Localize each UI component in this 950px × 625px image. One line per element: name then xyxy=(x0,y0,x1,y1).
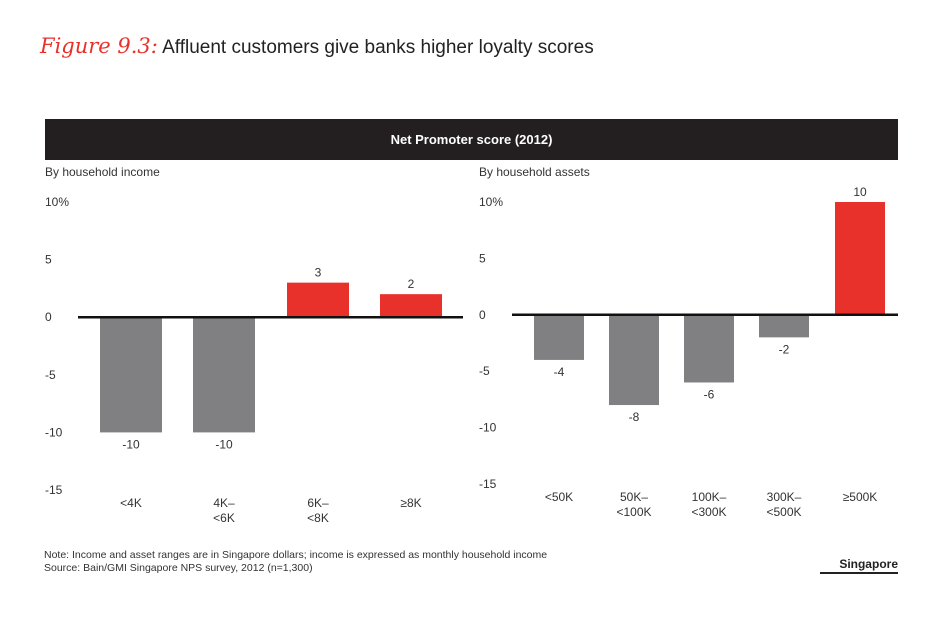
footnote-note: Note: Income and asset ranges are in Sin… xyxy=(44,549,548,561)
y-tick-label: 10% xyxy=(479,195,503,209)
category-label: <500K xyxy=(766,505,801,519)
category-label: 100K– xyxy=(692,490,727,504)
y-tick-label: -10 xyxy=(479,421,497,435)
category-label: <6K xyxy=(213,511,235,525)
data-label: 3 xyxy=(315,266,322,280)
y-tick-label: -10 xyxy=(45,425,63,439)
footnote-source: Source: Bain/GMI Singapore NPS survey, 2… xyxy=(44,562,313,574)
bar xyxy=(380,294,442,318)
data-label: -4 xyxy=(554,365,565,379)
data-label: -6 xyxy=(704,387,715,401)
bar xyxy=(609,314,659,406)
y-tick-label: 0 xyxy=(45,310,52,324)
y-tick-label: 10% xyxy=(45,195,69,209)
figure-number: Figure 9.3: xyxy=(40,34,158,58)
chart-header-label: Net Promoter score (2012) xyxy=(390,132,553,147)
data-label: -8 xyxy=(629,410,640,424)
y-tick-label: 5 xyxy=(45,253,52,267)
figure-title: Figure 9.3: Affluent customers give bank… xyxy=(40,34,594,59)
data-label: -10 xyxy=(122,437,140,451)
bar xyxy=(684,314,734,383)
data-label: -2 xyxy=(779,342,790,356)
y-tick-label: -15 xyxy=(45,483,63,497)
footnote: Note: Income and asset ranges are in Sin… xyxy=(44,549,547,575)
bar xyxy=(287,282,349,318)
y-tick-label: -5 xyxy=(45,368,56,382)
bar xyxy=(100,317,162,433)
bar xyxy=(534,314,584,360)
category-label: 300K– xyxy=(767,490,802,504)
chart-header-bar: Net Promoter score (2012) xyxy=(45,119,898,160)
data-label: 2 xyxy=(408,277,415,291)
region-badge: Singapore xyxy=(820,557,898,574)
data-label: 10 xyxy=(853,185,867,199)
category-label: <100K xyxy=(616,505,651,519)
panel-label: By household income xyxy=(45,165,160,179)
panel-label: By household assets xyxy=(479,165,590,179)
category-label: ≥8K xyxy=(400,496,421,510)
category-label: <300K xyxy=(691,505,726,519)
category-label: 4K– xyxy=(213,496,235,510)
data-label: -10 xyxy=(215,437,233,451)
y-tick-label: -15 xyxy=(479,477,497,491)
category-label: <50K xyxy=(545,490,573,504)
category-label: ≥500K xyxy=(843,490,878,504)
figure-title-text: Affluent customers give banks higher loy… xyxy=(162,37,594,58)
category-label: 50K– xyxy=(620,490,648,504)
category-label: <4K xyxy=(120,496,142,510)
bar xyxy=(835,202,885,315)
y-tick-label: 0 xyxy=(479,308,486,322)
y-tick-label: 5 xyxy=(479,251,486,265)
bar xyxy=(759,314,809,338)
bar xyxy=(193,317,255,433)
category-label: <8K xyxy=(307,511,329,525)
y-tick-label: -5 xyxy=(479,364,490,378)
category-label: 6K– xyxy=(307,496,329,510)
